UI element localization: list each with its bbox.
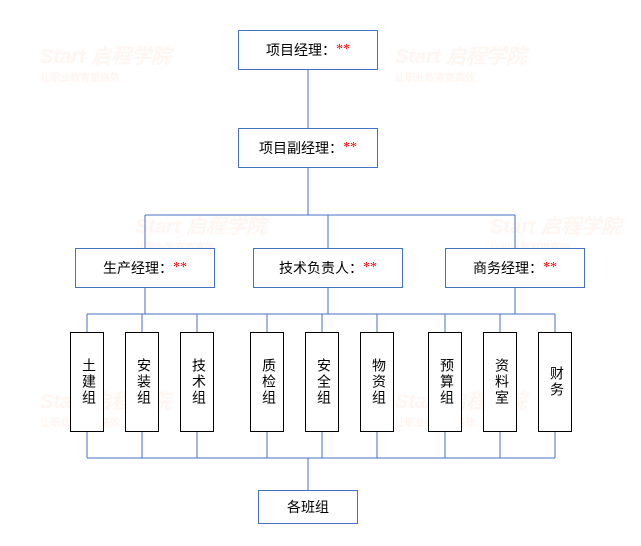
label: 生产经理： xyxy=(103,258,173,278)
node-technical-lead: 技术负责人： ** xyxy=(253,248,403,288)
stars: ** xyxy=(336,42,350,58)
label: 各班组 xyxy=(287,497,329,517)
dept-node: 安装组 xyxy=(125,332,159,432)
label: 项目经理： xyxy=(266,40,336,60)
label: 商务经理： xyxy=(473,258,543,278)
dept-node: 安全组 xyxy=(305,332,339,432)
node-deputy-project-manager: 项目副经理： ** xyxy=(238,128,378,168)
node-production-manager: 生产经理： ** xyxy=(75,248,215,288)
stars: ** xyxy=(173,260,187,276)
dept-node: 土建组 xyxy=(70,332,104,432)
dept-node: 技术组 xyxy=(180,332,214,432)
dept-node: 物资组 xyxy=(360,332,394,432)
stars: ** xyxy=(363,260,377,276)
stars: ** xyxy=(543,260,557,276)
label: 项目副经理： xyxy=(259,138,343,158)
dept-node: 资料室 xyxy=(483,332,517,432)
label: 技术负责人： xyxy=(279,258,363,278)
dept-node: 预算组 xyxy=(428,332,462,432)
dept-node: 财务 xyxy=(538,332,572,432)
node-business-manager: 商务经理： ** xyxy=(445,248,585,288)
stars: ** xyxy=(343,140,357,156)
node-teams: 各班组 xyxy=(258,490,358,524)
dept-node: 质检组 xyxy=(250,332,284,432)
node-project-manager: 项目经理： ** xyxy=(238,30,378,70)
